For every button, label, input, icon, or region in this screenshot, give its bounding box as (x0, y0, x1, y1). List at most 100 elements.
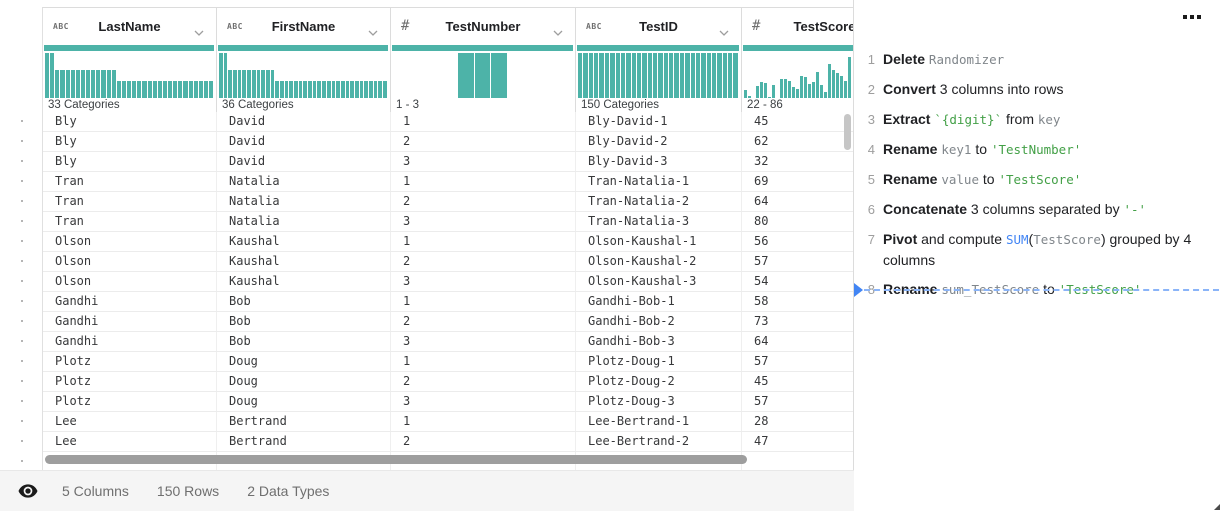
histogram-bar[interactable] (86, 70, 91, 98)
histogram-bar[interactable] (636, 53, 642, 98)
histogram-bar[interactable] (111, 70, 116, 98)
column-header-firstname[interactable]: ABC FirstName (217, 8, 391, 44)
histogram-bar[interactable] (756, 86, 759, 98)
column-quality-bar[interactable] (392, 45, 573, 51)
histogram-bar[interactable] (256, 70, 261, 98)
histogram-bar[interactable] (261, 70, 265, 98)
histogram-bar[interactable] (828, 63, 831, 98)
cell-testid[interactable]: Tran-Natalia-2 (576, 192, 742, 211)
cell-firstname[interactable]: Bertrand (217, 412, 391, 431)
chevron-down-icon[interactable] (719, 23, 729, 41)
histogram-bar[interactable] (198, 80, 203, 98)
histogram-bar[interactable] (275, 80, 279, 98)
histogram-bar[interactable] (615, 53, 620, 98)
histogram-bar[interactable] (65, 70, 70, 98)
cell-testnumber[interactable]: 3 (391, 152, 576, 171)
histogram-bar[interactable] (137, 80, 142, 98)
cell-testnumber[interactable]: 3 (391, 212, 576, 231)
cell-testscore[interactable]: 57 (742, 252, 853, 271)
cell-testscore[interactable]: 28 (742, 412, 853, 431)
histogram-bar[interactable] (816, 71, 819, 98)
histogram-bar[interactable] (75, 70, 80, 98)
cell-testnumber[interactable]: 3 (391, 272, 576, 291)
cell-testscore[interactable]: 57 (742, 352, 853, 371)
histogram-bar[interactable] (744, 89, 747, 98)
histogram-bar[interactable] (317, 80, 322, 98)
recipe-step-4[interactable]: 4 Rename key1 to 'TestNumber' (863, 139, 1205, 160)
histogram-bar[interactable] (836, 72, 839, 98)
column-quality-cell[interactable] (43, 44, 217, 51)
histogram-bar[interactable] (237, 70, 242, 98)
histogram-bar[interactable] (173, 80, 178, 98)
cell-testid[interactable]: Lee-Bertrand-2 (576, 432, 742, 451)
vertical-scrollbar-thumb[interactable] (844, 114, 851, 150)
histogram-bar[interactable] (350, 80, 354, 98)
histogram-bar[interactable] (848, 56, 851, 98)
cell-testnumber[interactable]: 2 (391, 432, 576, 451)
cell-testscore[interactable]: 47 (742, 432, 853, 451)
histogram-bar[interactable] (588, 53, 594, 98)
recipe-step-1[interactable]: 1 Delete Randomizer (863, 49, 1205, 70)
histogram-bar[interactable] (701, 53, 706, 98)
column-quality-bar[interactable] (577, 45, 739, 51)
cell-testid[interactable]: Plotz-Doug-2 (576, 372, 742, 391)
cell-firstname[interactable]: Bob (217, 332, 391, 351)
histogram-bar[interactable] (784, 79, 787, 98)
histogram-bar[interactable] (594, 53, 599, 98)
cell-lastname[interactable]: Lee (43, 432, 217, 451)
chevron-down-icon[interactable] (194, 23, 204, 41)
cell-testid[interactable]: Olson-Kaushal-3 (576, 272, 742, 291)
column-header-testnumber[interactable]: # TestNumber (391, 8, 576, 44)
histogram-bar[interactable] (728, 53, 733, 98)
cell-testscore[interactable]: 58 (742, 292, 853, 311)
cell-testnumber[interactable]: 2 (391, 192, 576, 211)
histogram-bar[interactable] (265, 70, 270, 98)
histogram-bar[interactable] (796, 89, 799, 98)
column-header-testscore[interactable]: # TestScore (742, 8, 853, 44)
cell-firstname[interactable]: Bertrand (217, 432, 391, 451)
cell-lastname[interactable]: Olson (43, 232, 217, 251)
histogram-bar[interactable] (631, 53, 636, 98)
histogram-bar[interactable] (162, 80, 167, 98)
cell-testid[interactable]: Tran-Natalia-1 (576, 172, 742, 191)
cell-testscore[interactable]: 69 (742, 172, 853, 191)
cell-lastname[interactable]: Tran (43, 192, 217, 211)
histogram-bar[interactable] (800, 75, 803, 98)
column-histogram-testnumber[interactable] (391, 51, 576, 99)
histogram-bar[interactable] (772, 84, 775, 98)
cell-lastname[interactable]: Bly (43, 112, 217, 131)
column-header-testid[interactable]: ABC TestID (576, 8, 742, 44)
histogram-bar[interactable] (458, 53, 474, 98)
histogram-bar[interactable] (203, 80, 208, 98)
recipe-step-3[interactable]: 3 Extract `{digit}` from key (863, 109, 1205, 130)
cell-firstname[interactable]: Natalia (217, 212, 391, 231)
cell-lastname[interactable]: Gandhi (43, 312, 217, 331)
histogram-bar[interactable] (183, 80, 188, 98)
histogram-bar[interactable] (298, 80, 303, 98)
cell-testscore[interactable]: 45 (742, 372, 853, 391)
column-quality-bar[interactable] (44, 45, 214, 51)
histogram-bar[interactable] (620, 53, 626, 98)
column-quality-cell[interactable] (217, 44, 391, 51)
cell-lastname[interactable]: Tran (43, 172, 217, 191)
histogram-bar[interactable] (45, 53, 50, 98)
histogram-bar[interactable] (792, 87, 795, 98)
cell-testscore[interactable]: 54 (742, 272, 853, 291)
recipe-step-7[interactable]: 7 Pivot and compute SUM(TestScore) groupe… (863, 229, 1205, 270)
cell-firstname[interactable]: Doug (217, 392, 391, 411)
column-quality-bar[interactable] (218, 45, 388, 51)
cell-testscore[interactable] (742, 452, 853, 470)
column-histogram-firstname[interactable] (217, 51, 391, 99)
recipe-step-5[interactable]: 5 Rename value to 'TestScore' (863, 169, 1205, 190)
cell-testscore[interactable]: 32 (742, 152, 853, 171)
histogram-bar[interactable] (695, 53, 701, 98)
visibility-eye-icon[interactable] (18, 484, 38, 498)
cell-testid[interactable]: Olson-Kaushal-2 (576, 252, 742, 271)
histogram-bar[interactable] (142, 80, 147, 98)
cell-firstname[interactable]: Bob (217, 312, 391, 331)
histogram-bar[interactable] (345, 80, 350, 98)
histogram-bar[interactable] (364, 80, 368, 98)
histogram-bar[interactable] (228, 70, 233, 98)
cell-testnumber[interactable]: 1 (391, 292, 576, 311)
cell-firstname[interactable]: Kaushal (217, 272, 391, 291)
